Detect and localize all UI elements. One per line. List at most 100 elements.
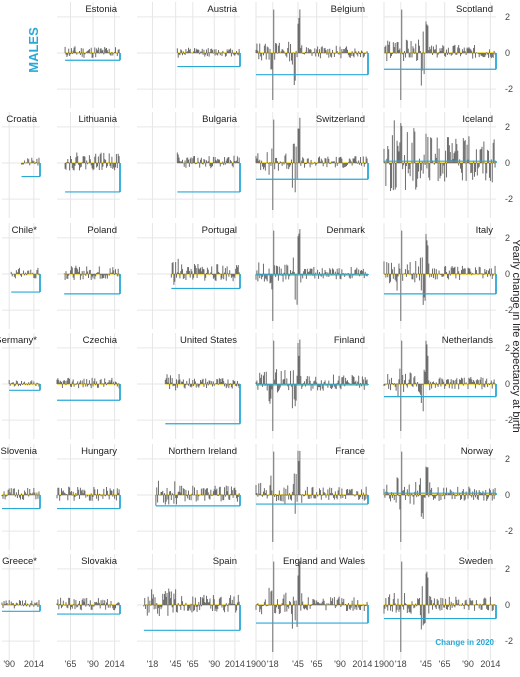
- panel-title: Iceland: [462, 114, 493, 125]
- x-tick-label: 2014: [105, 659, 125, 669]
- sex-label: MALES: [26, 27, 41, 73]
- x-tick-label: '65: [311, 659, 323, 669]
- y-tick-label: -2: [505, 526, 513, 536]
- x-tick-label: '18: [267, 659, 279, 669]
- x-tick-label: '90: [462, 659, 474, 669]
- panel-united-states: United States: [137, 333, 241, 439]
- y-tick-label: 0: [505, 379, 510, 389]
- panel-lithuania: Lithuania: [57, 112, 121, 218]
- x-tick-label: 1900: [246, 659, 266, 669]
- x-tick-label: '65: [439, 659, 451, 669]
- y-tick-label: 0: [505, 600, 510, 610]
- x-tick-label: 2014: [225, 659, 245, 669]
- panel-title: Austria: [207, 4, 237, 15]
- panel-title: Portugal: [202, 225, 237, 236]
- x-tick-label: '18: [147, 659, 159, 669]
- panel-hungary: Hungary: [56, 444, 121, 550]
- y-tick-label: 2: [505, 343, 510, 353]
- panel-title: Spain: [213, 556, 237, 567]
- x-tick-label: '90: [334, 659, 346, 669]
- x-tick-label: '65: [65, 659, 77, 669]
- y-tick-label: -2: [505, 84, 513, 94]
- x-tick-label: 2014: [24, 659, 44, 669]
- panel-title: Croatia: [6, 114, 37, 125]
- panel-title: Greece*: [2, 556, 37, 567]
- panel-title: Hungary: [81, 446, 117, 457]
- panel-germany-: Germany*: [0, 333, 41, 439]
- panel-norway: Norway: [383, 444, 497, 550]
- x-tick-label: '90: [87, 659, 99, 669]
- panel-greece-: Greece*: [1, 554, 41, 660]
- panel-sweden: Sweden: [383, 554, 497, 660]
- y-tick-label: -2: [505, 636, 513, 646]
- x-tick-label: '45: [170, 659, 182, 669]
- y-tick-label: 2: [505, 233, 510, 243]
- panel-finland: Finland: [255, 333, 369, 439]
- panel-title: Slovakia: [81, 556, 118, 567]
- panel-spain: Spain: [137, 554, 241, 660]
- panel-portugal: Portugal: [137, 223, 241, 329]
- panel-france: France: [255, 444, 369, 550]
- panel-czechia: Czechia: [56, 333, 121, 439]
- panel-title: Finland: [334, 335, 365, 346]
- panel-austria: Austria: [137, 2, 241, 108]
- change-2020-annotation: Change in 2020: [435, 638, 494, 647]
- panel-denmark: Denmark: [255, 223, 369, 329]
- panel-switzerland: Switzerland: [255, 112, 369, 218]
- y-tick-label: 2: [505, 564, 510, 574]
- panel-title: Chile*: [12, 225, 38, 236]
- panel-title: Netherlands: [442, 335, 493, 346]
- panel-slovenia: Slovenia: [1, 444, 41, 550]
- panel-title: Germany*: [0, 335, 37, 346]
- y-tick-label: 0: [505, 269, 510, 279]
- x-tick-label: '45: [420, 659, 432, 669]
- panel-scotland: Scotland: [383, 2, 497, 108]
- panel-title: Belgium: [331, 4, 365, 15]
- panel-estonia: Estonia: [57, 2, 121, 108]
- panel-title: Bulgaria: [202, 114, 238, 125]
- y-tick-label: -2: [505, 415, 513, 425]
- x-tick-label: 2014: [352, 659, 372, 669]
- y-axis-title: Yearly change in life expectancy at birt…: [510, 239, 520, 432]
- x-tick-label: '65: [187, 659, 199, 669]
- y-tick-label: 0: [505, 48, 510, 58]
- panel-title: Scotland: [456, 4, 493, 15]
- panel-croatia: Croatia: [2, 112, 41, 218]
- y-tick-label: 2: [505, 454, 510, 464]
- y-tick-label: -2: [505, 305, 513, 315]
- panel-title: Switzerland: [316, 114, 365, 125]
- x-tick-label: 2014: [480, 659, 500, 669]
- panel-title: Slovenia: [1, 446, 38, 457]
- panel-title: Poland: [87, 225, 117, 236]
- panel-title: Northern Ireland: [168, 446, 237, 457]
- x-tick-label: '90: [208, 659, 220, 669]
- x-tick-label: 1900: [374, 659, 394, 669]
- x-tick-label: '45: [292, 659, 304, 669]
- panel-chile-: Chile*: [2, 223, 41, 329]
- panel-title: Lithuania: [78, 114, 117, 125]
- y-tick-label: 0: [505, 490, 510, 500]
- panel-title: Denmark: [326, 225, 365, 236]
- x-tick-label: '18: [395, 659, 407, 669]
- y-tick-label: -2: [505, 194, 513, 204]
- panel-iceland: Iceland: [383, 112, 497, 218]
- panel-title: Estonia: [85, 4, 117, 15]
- y-tick-label: 2: [505, 122, 510, 132]
- x-tick-label: '90: [3, 659, 15, 669]
- panel-belgium: Belgium: [255, 2, 369, 108]
- panel-italy: Italy: [383, 223, 497, 329]
- y-tick-label: 2: [505, 12, 510, 22]
- y-tick-label: 0: [505, 158, 510, 168]
- panel-title: France: [335, 446, 365, 457]
- panel-title: Czechia: [83, 335, 118, 346]
- panel-poland: Poland: [57, 223, 121, 329]
- panel-title: England and Wales: [283, 556, 365, 567]
- panel-netherlands: Netherlands: [383, 333, 497, 439]
- panel-title: Sweden: [459, 556, 493, 567]
- panel-bulgaria: Bulgaria: [137, 112, 241, 218]
- panel-northern-ireland: Northern Ireland: [137, 444, 241, 550]
- panel-title: Italy: [476, 225, 494, 236]
- panel-england-and-wales: England and Wales: [255, 554, 369, 660]
